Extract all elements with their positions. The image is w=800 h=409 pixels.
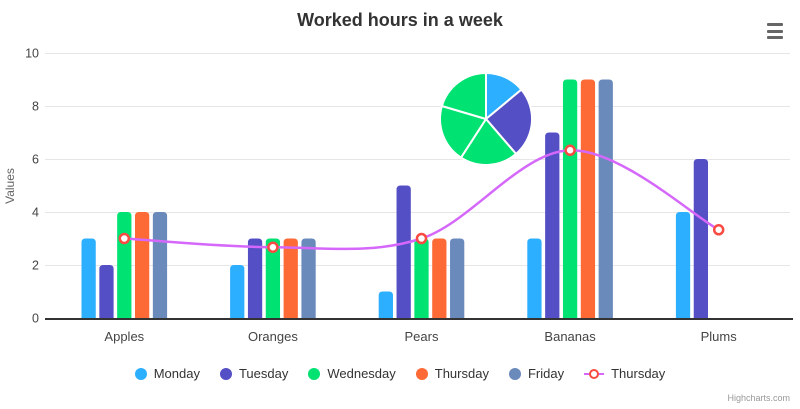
legend-item-wednesday[interactable]: Wednesday (308, 366, 396, 381)
legend-marker-circle (508, 367, 521, 380)
legend-item-thursday-line[interactable]: Thursday (584, 366, 665, 381)
column-bar-tuesday-apples[interactable] (99, 265, 114, 318)
column-bar-friday-bananas[interactable] (598, 79, 613, 319)
hamburger-bar (767, 23, 783, 26)
legend-ring-glyph (589, 368, 600, 379)
column-bar-wednesday-oranges[interactable] (265, 238, 281, 319)
column-bar-thursday-bananas[interactable] (580, 79, 596, 319)
x-category-label: Apples (104, 329, 144, 344)
y-tick-label: 0 (32, 312, 39, 326)
column-bar-wednesday-apples[interactable] (117, 212, 132, 318)
legend-item-tuesday[interactable]: Tuesday (219, 366, 289, 381)
y-tick-label: 2 (32, 259, 39, 273)
column-bar-wednesday-pears[interactable] (414, 238, 429, 319)
y-tick-label: 6 (32, 153, 39, 167)
x-category-label: Oranges (248, 329, 298, 344)
chart-title: Worked hours in a week (297, 10, 503, 30)
legend-item-friday[interactable]: Friday (508, 366, 565, 381)
y-tick-label: 8 (32, 100, 39, 114)
x-category-label: Bananas (544, 329, 596, 344)
pie-slice-4[interactable] (440, 72, 487, 120)
hamburger-bar (767, 36, 783, 39)
pie-slice-1[interactable] (485, 88, 534, 155)
spline-marker-pears[interactable] (415, 232, 428, 245)
column-bar-tuesday-pears[interactable] (396, 185, 411, 319)
spline-marker-apples[interactable] (118, 232, 131, 245)
legend-label: Tuesday (238, 366, 289, 381)
column-bar-thursday-pears[interactable] (432, 238, 447, 319)
column-bar-friday-oranges[interactable] (301, 238, 316, 319)
column-bar-monday-apples[interactable] (81, 238, 96, 319)
column-bar-monday-oranges[interactable] (230, 265, 245, 318)
pie-slice-2[interactable] (460, 118, 517, 167)
legend-item-thursday[interactable]: Thursday (415, 366, 489, 381)
column-bar-thursday-oranges[interactable] (283, 238, 298, 319)
column-bar-tuesday-plums[interactable] (693, 159, 709, 318)
legend-label: Wednesday (327, 366, 396, 381)
legend: Monday Tuesday Wednesday Thursday Friday Thur… (0, 366, 800, 381)
column-bar-monday-bananas[interactable] (527, 238, 542, 319)
legend-marker-circle (134, 367, 147, 380)
legend-marker-circle (415, 367, 428, 380)
legend-item-monday[interactable]: Monday (134, 366, 200, 381)
legend-label: Thursday (434, 366, 489, 381)
column-bar-friday-apples[interactable] (152, 212, 168, 318)
legend-marker-circle (308, 367, 321, 380)
column-bar-thursday-apples[interactable] (134, 212, 150, 318)
x-category-label: Pears (405, 329, 439, 344)
x-category-label: Plums (701, 329, 738, 344)
spline-marker-oranges[interactable] (267, 241, 279, 253)
hamburger-bar (767, 29, 783, 33)
credits-link[interactable]: Highcharts.com (727, 393, 790, 403)
column-bar-monday-pears[interactable] (378, 291, 393, 319)
column-bar-tuesday-oranges[interactable] (247, 238, 263, 319)
legend-label: Monday (153, 366, 200, 381)
hamburger-icon[interactable] (765, 21, 789, 41)
legend-marker-circle (219, 367, 232, 380)
spline-marker-bananas[interactable] (564, 144, 576, 157)
column-bar-tuesday-bananas[interactable] (545, 132, 560, 319)
legend-label: Thursday (611, 366, 666, 381)
spline-marker-plums[interactable] (712, 224, 725, 236)
legend-label: Friday (527, 366, 565, 381)
legend-marker-line (584, 368, 605, 380)
y-tick-label: 4 (32, 206, 39, 220)
y-tick-label: 10 (25, 47, 39, 61)
column-bar-friday-pears[interactable] (450, 238, 465, 319)
column-bar-wednesday-bananas[interactable] (562, 79, 578, 319)
column-bar-monday-plums[interactable] (675, 212, 691, 318)
pie-slice-3[interactable] (439, 105, 487, 159)
